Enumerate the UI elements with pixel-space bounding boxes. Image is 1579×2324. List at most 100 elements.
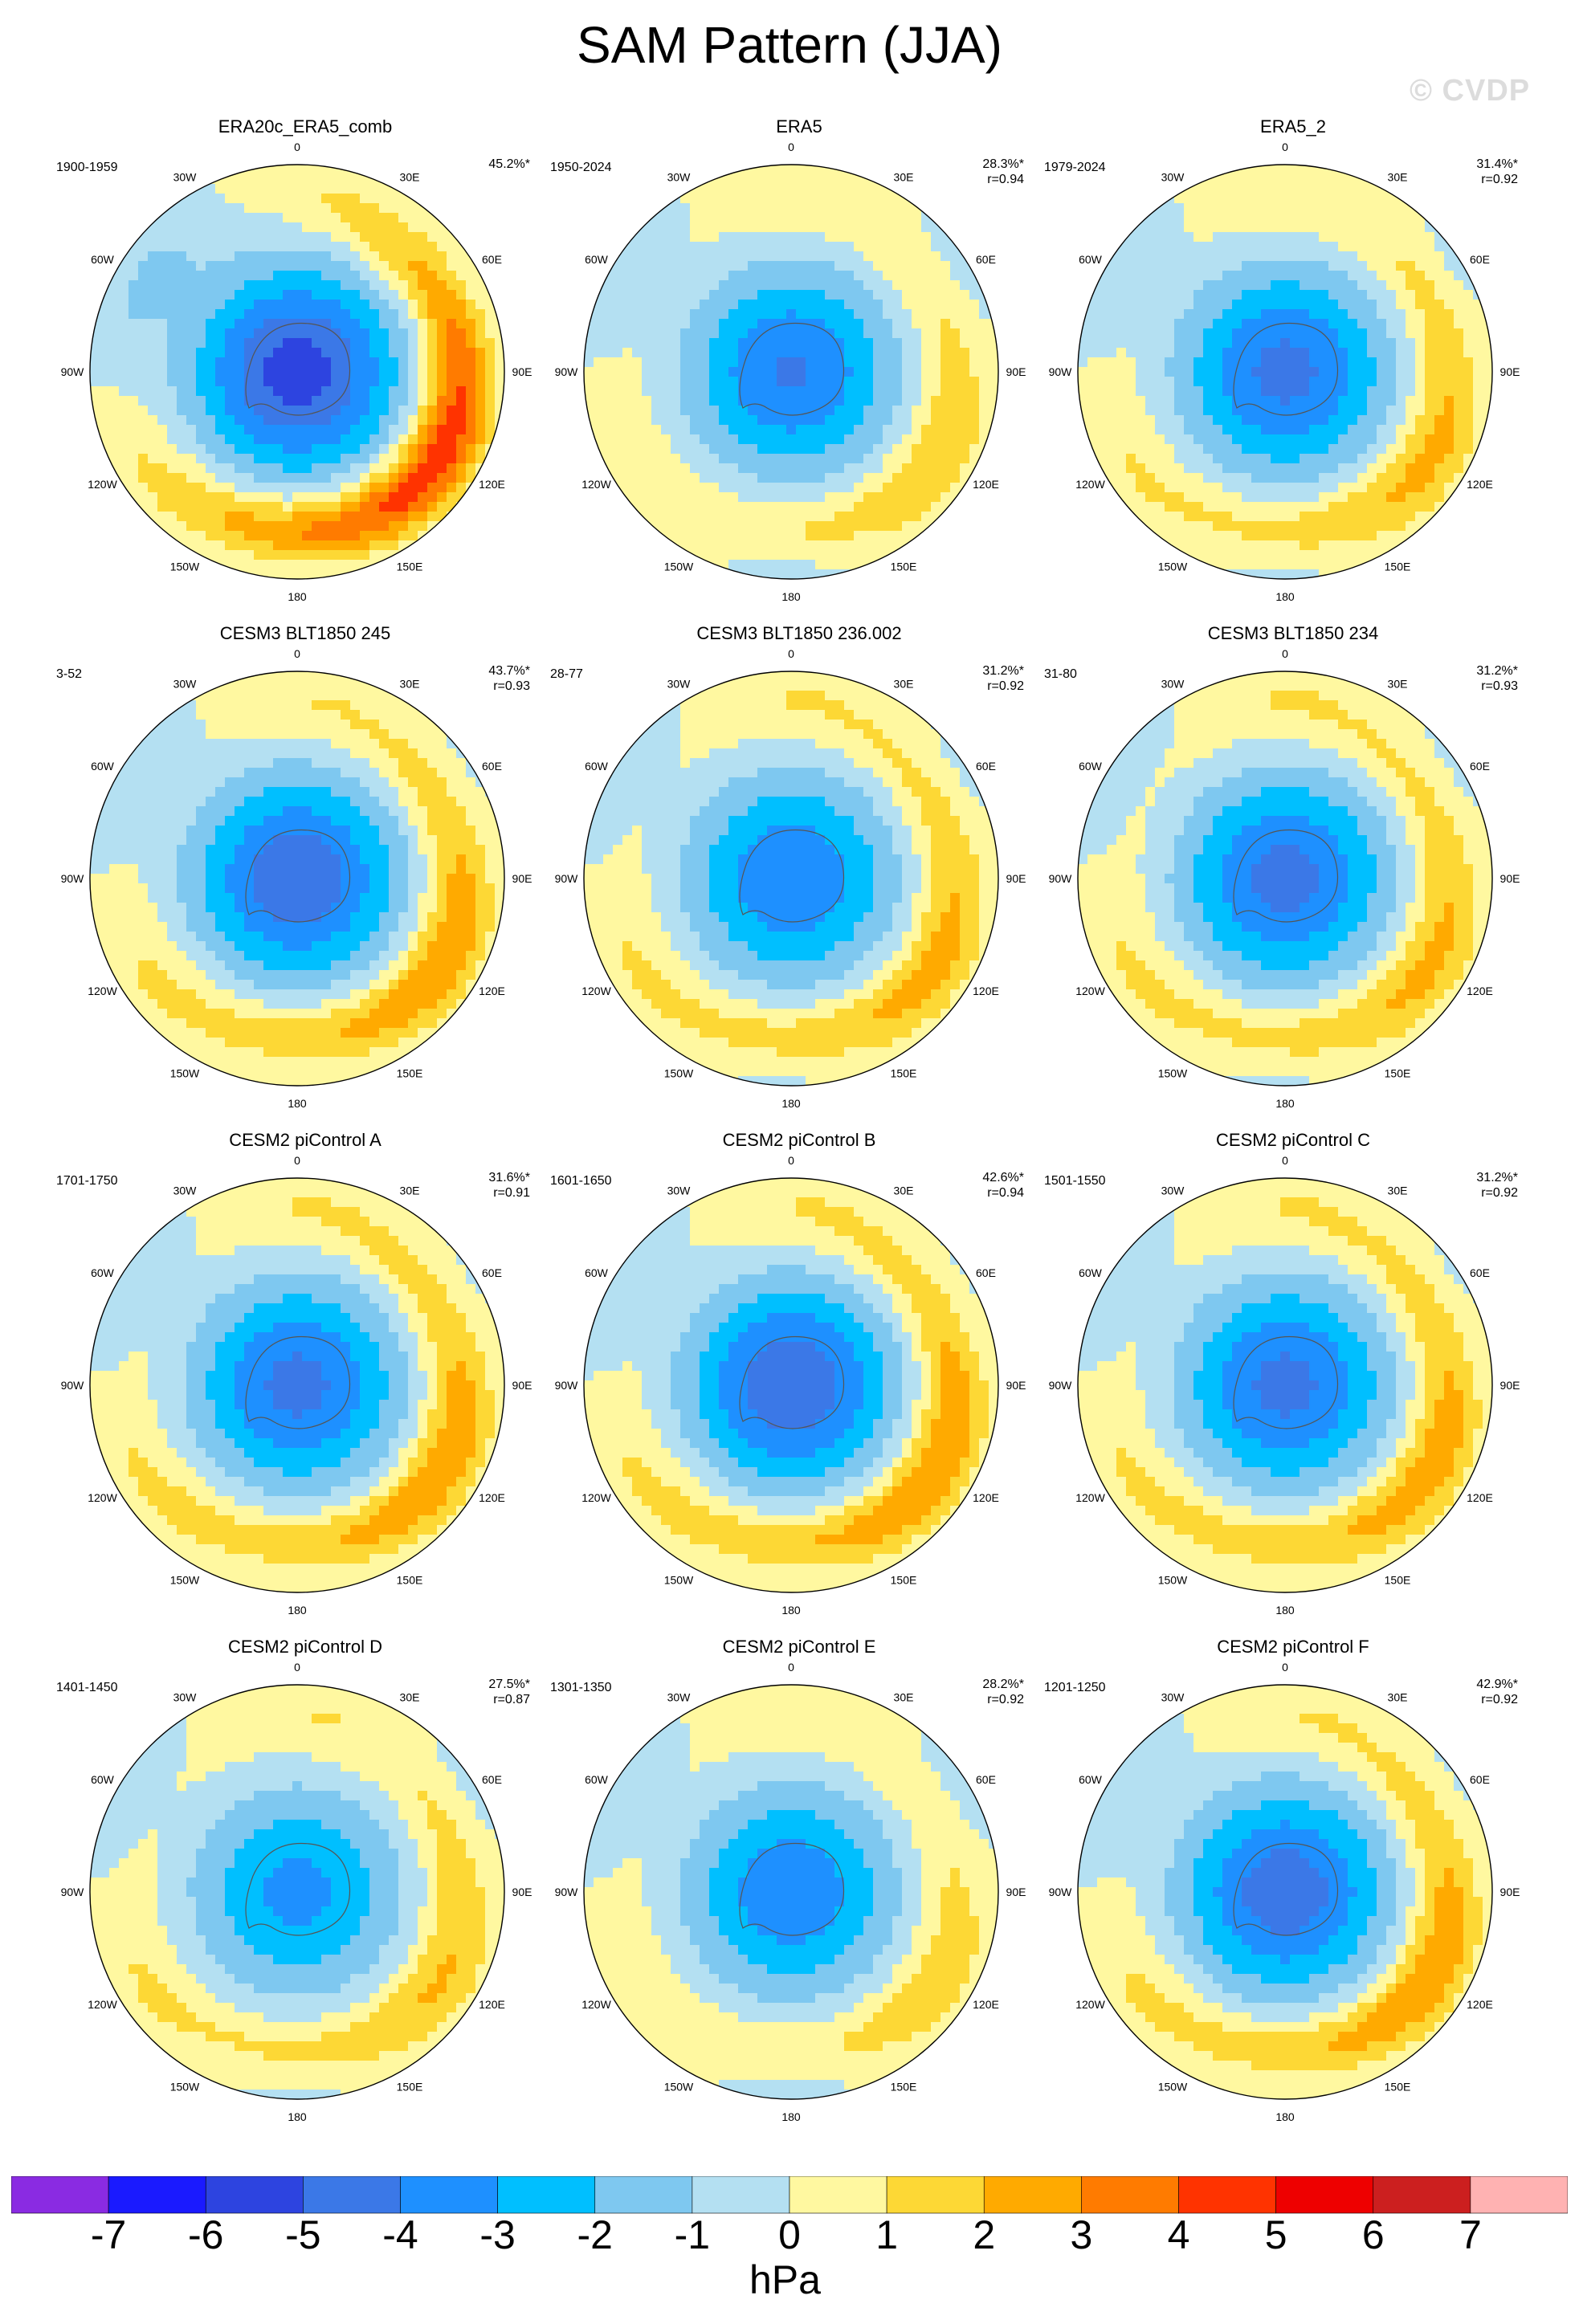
field-cell bbox=[584, 357, 594, 368]
field-cell bbox=[883, 415, 893, 426]
field-cell bbox=[1271, 521, 1281, 532]
field-cell bbox=[1425, 454, 1435, 464]
field-cell bbox=[863, 521, 874, 532]
field-cell bbox=[1328, 444, 1339, 455]
field-cell bbox=[969, 396, 980, 406]
field-cell bbox=[157, 290, 168, 300]
field-cell bbox=[437, 251, 447, 262]
field-cell bbox=[786, 386, 797, 397]
field-cell bbox=[1232, 444, 1242, 455]
field-cell bbox=[312, 213, 322, 223]
field-cell bbox=[437, 300, 447, 310]
field-cell bbox=[427, 444, 438, 455]
field-cell bbox=[1251, 434, 1262, 445]
field-cell bbox=[196, 213, 206, 223]
field-cell bbox=[254, 386, 264, 397]
field-cell bbox=[389, 748, 399, 759]
field-cell bbox=[1184, 377, 1194, 387]
field-cell bbox=[225, 710, 235, 720]
field-cell bbox=[273, 681, 284, 691]
field-cell bbox=[321, 261, 332, 271]
field-cell bbox=[671, 415, 681, 426]
field-cell bbox=[138, 328, 149, 339]
field-cell bbox=[806, 444, 816, 455]
field-cell bbox=[273, 184, 284, 194]
field-cell bbox=[273, 473, 284, 483]
field-cell bbox=[369, 492, 380, 503]
field-cell bbox=[215, 473, 226, 483]
field-cell bbox=[1193, 454, 1204, 464]
field-cell bbox=[1097, 271, 1108, 281]
field-cell bbox=[447, 309, 457, 320]
field-cell bbox=[206, 502, 216, 512]
field-cell bbox=[806, 357, 816, 368]
field-cell bbox=[1396, 251, 1406, 262]
field-cell bbox=[1251, 560, 1262, 570]
field-cell bbox=[719, 348, 729, 358]
field-cell bbox=[389, 338, 399, 349]
field-cell bbox=[283, 319, 293, 329]
field-cell bbox=[215, 203, 226, 214]
field-cell bbox=[427, 729, 438, 740]
field-cell bbox=[1184, 300, 1194, 310]
field-cell bbox=[863, 444, 874, 455]
field-cell bbox=[1126, 242, 1136, 252]
field-cell bbox=[389, 271, 399, 281]
field-cell bbox=[748, 213, 758, 223]
field-cell bbox=[1328, 174, 1339, 185]
field-cell bbox=[921, 483, 932, 493]
field-cell bbox=[1290, 261, 1300, 271]
field-cell bbox=[129, 251, 139, 262]
field-cell bbox=[719, 232, 729, 243]
field-cell bbox=[883, 328, 893, 339]
field-cell bbox=[369, 700, 380, 711]
field-cell bbox=[1271, 531, 1281, 541]
field-cell bbox=[235, 406, 245, 416]
field-cell bbox=[312, 502, 322, 512]
field-cell bbox=[680, 377, 691, 387]
field-cell bbox=[902, 242, 912, 252]
field-cell bbox=[1107, 319, 1117, 329]
field-cell bbox=[408, 300, 418, 310]
field-cell bbox=[1155, 396, 1165, 406]
longitude-label: 60W bbox=[585, 253, 609, 266]
field-cell bbox=[806, 386, 816, 397]
field-cell bbox=[700, 512, 710, 522]
field-cell bbox=[844, 242, 855, 252]
field-cell bbox=[979, 444, 989, 455]
field-cell bbox=[408, 242, 418, 252]
field-cell bbox=[389, 758, 399, 769]
field-cell bbox=[1222, 348, 1233, 358]
field-cell bbox=[1434, 222, 1445, 233]
field-cell bbox=[796, 338, 806, 349]
field-cell bbox=[379, 531, 390, 541]
field-cell bbox=[651, 463, 662, 474]
field-cell bbox=[1155, 512, 1165, 522]
field-cell bbox=[119, 396, 129, 406]
field-cell bbox=[748, 174, 758, 185]
field-cell bbox=[1309, 425, 1320, 435]
field-cell bbox=[235, 184, 245, 194]
field-cell bbox=[709, 222, 720, 233]
field-cell bbox=[1222, 184, 1233, 194]
field-cell bbox=[902, 454, 912, 464]
field-cell bbox=[969, 406, 980, 416]
field-cell bbox=[1434, 348, 1445, 358]
field-cell bbox=[594, 425, 604, 435]
field-cell bbox=[1184, 203, 1194, 214]
field-cell bbox=[331, 232, 341, 243]
field-cell bbox=[1454, 290, 1464, 300]
field-cell bbox=[738, 463, 749, 474]
field-cell bbox=[757, 261, 768, 271]
field-cell bbox=[1242, 222, 1252, 233]
field-cell bbox=[883, 425, 893, 435]
field-cell bbox=[748, 280, 758, 291]
field-cell bbox=[225, 213, 235, 223]
field-cell bbox=[921, 415, 932, 426]
field-cell bbox=[1483, 386, 1492, 397]
field-cell bbox=[1184, 357, 1194, 368]
field-cell bbox=[863, 454, 874, 464]
field-cell bbox=[786, 492, 797, 503]
field-cell bbox=[806, 184, 816, 194]
field-cell bbox=[360, 748, 370, 759]
